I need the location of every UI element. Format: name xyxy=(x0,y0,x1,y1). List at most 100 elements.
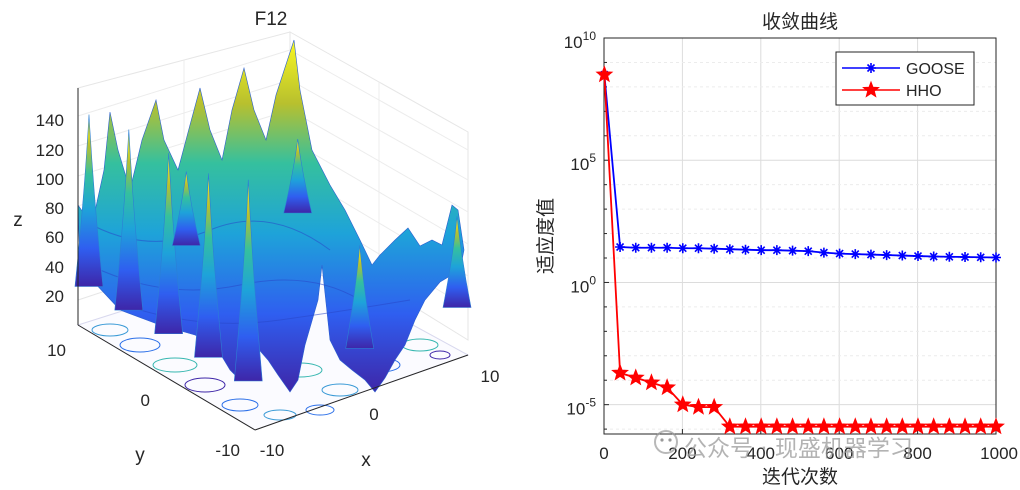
z-ticks: 20 40 60 80 100 120 140 xyxy=(36,111,64,306)
data-point-goose xyxy=(756,245,767,256)
wechat-icon xyxy=(654,430,678,454)
surface-title: F12 xyxy=(255,9,288,30)
data-point-goose xyxy=(897,250,908,261)
data-point-hho xyxy=(924,417,943,435)
y-tick-label: 100 xyxy=(570,273,596,296)
surface-peak xyxy=(345,245,375,349)
data-point-goose xyxy=(740,244,751,255)
series-goose xyxy=(599,69,1001,263)
line-x-label: 迭代次数 xyxy=(762,466,838,488)
y-tick-label: 10 xyxy=(47,341,66,360)
surface-peak xyxy=(114,129,144,311)
data-point-hho xyxy=(893,417,912,435)
data-point-goose xyxy=(818,247,829,258)
series-layer xyxy=(595,65,1005,435)
x-tick-label: 0 xyxy=(369,405,378,424)
legend-box xyxy=(835,51,975,106)
y-tick-label: 0 xyxy=(141,391,150,410)
z-tick-label: 140 xyxy=(36,111,64,130)
data-point-goose xyxy=(865,249,876,260)
plot-frame xyxy=(603,37,997,435)
box-edges xyxy=(77,88,469,431)
data-point-hho xyxy=(767,417,786,435)
surface-peak xyxy=(171,171,201,246)
series-hho xyxy=(595,65,1005,435)
data-point-goose xyxy=(646,242,657,253)
data-point-hho xyxy=(673,395,692,413)
z-axis-label: z xyxy=(13,210,23,231)
y-axis-label: y xyxy=(135,445,145,466)
y-tick-label: 10-5 xyxy=(566,396,596,419)
data-point-goose xyxy=(630,242,641,253)
surface-peak xyxy=(74,114,104,287)
data-point-hho xyxy=(611,363,630,381)
data-point-hho xyxy=(736,417,755,435)
z-tick-label: 80 xyxy=(45,199,64,218)
line-plot: 0 200 400 600 800 1000 1010 105 100 10-5 xyxy=(535,11,1018,488)
data-point-hho xyxy=(658,378,677,396)
line-y-label: 适应度值 xyxy=(535,198,557,274)
legend: GOOSE HHO xyxy=(835,51,975,106)
x-tick-label: 1000 xyxy=(980,444,1018,463)
data-point-hho xyxy=(971,417,990,435)
z-tick-label: 40 xyxy=(45,258,64,277)
data-point-hho xyxy=(799,417,818,435)
data-point-hho xyxy=(814,417,833,435)
data-point-goose xyxy=(834,248,845,259)
legend-label-hho: HHO xyxy=(906,83,942,100)
data-point-goose xyxy=(991,252,1001,263)
x-tick-label: 800 xyxy=(903,444,931,463)
surface-peak xyxy=(283,139,313,214)
x-tick-label: 10 xyxy=(481,367,500,386)
data-point-hho xyxy=(752,417,771,435)
legend-star xyxy=(862,80,880,98)
surface-peak xyxy=(442,216,472,308)
x-tick-label: -10 xyxy=(260,441,285,460)
line-title: 收敛曲线 xyxy=(762,11,838,33)
data-point-goose xyxy=(709,243,720,254)
data-point-hho xyxy=(940,417,959,435)
y-tick-label: 105 xyxy=(570,151,596,174)
z-tick-label: 20 xyxy=(45,287,64,306)
watermark: 公众号 · 现盛机器学习 xyxy=(654,430,913,462)
data-point-goose xyxy=(944,251,955,262)
data-point-goose xyxy=(960,252,971,263)
data-point-goose xyxy=(850,249,861,260)
data-point-hho xyxy=(987,417,1005,435)
data-point-goose xyxy=(975,252,986,263)
data-point-goose xyxy=(912,251,923,262)
data-point-hho xyxy=(642,373,661,391)
y-tick-label: 1010 xyxy=(564,29,597,52)
data-point-goose xyxy=(866,63,876,73)
watermark-text: 公众号 · 现盛机器学习 xyxy=(684,436,913,462)
legend-marker-hho xyxy=(862,80,880,98)
data-point-goose xyxy=(771,245,782,256)
data-point-hho xyxy=(877,417,896,435)
surface-peak xyxy=(233,179,263,382)
surface-peak xyxy=(154,153,183,335)
wechat-icon-dot xyxy=(660,438,664,442)
y-tick-label: -10 xyxy=(215,441,240,460)
z-tick-label: 100 xyxy=(36,170,64,189)
surface-peaks xyxy=(74,114,472,382)
y-ticks: 10 0 -10 xyxy=(47,341,240,460)
x-tick-label: 0 xyxy=(599,444,608,463)
data-point-goose xyxy=(724,244,735,255)
data-point-goose xyxy=(693,243,704,254)
x-ticks: -10 0 10 xyxy=(260,367,500,460)
x-tick-label: 400 xyxy=(747,444,775,463)
data-point-hho xyxy=(626,368,645,386)
data-point-hho xyxy=(846,417,865,435)
data-point-hho xyxy=(909,417,927,435)
z-tick-label: 60 xyxy=(45,228,64,247)
data-point-goose xyxy=(881,250,892,261)
data-point-hho xyxy=(956,417,974,435)
data-point-goose xyxy=(662,242,673,253)
data-point-hho xyxy=(705,397,724,415)
data-point-goose xyxy=(928,251,939,262)
data-point-goose xyxy=(677,243,688,254)
data-point-hho xyxy=(595,65,614,83)
x-axis-label: x xyxy=(361,450,371,471)
data-point-hho xyxy=(830,417,849,435)
surface-peak xyxy=(194,173,223,358)
